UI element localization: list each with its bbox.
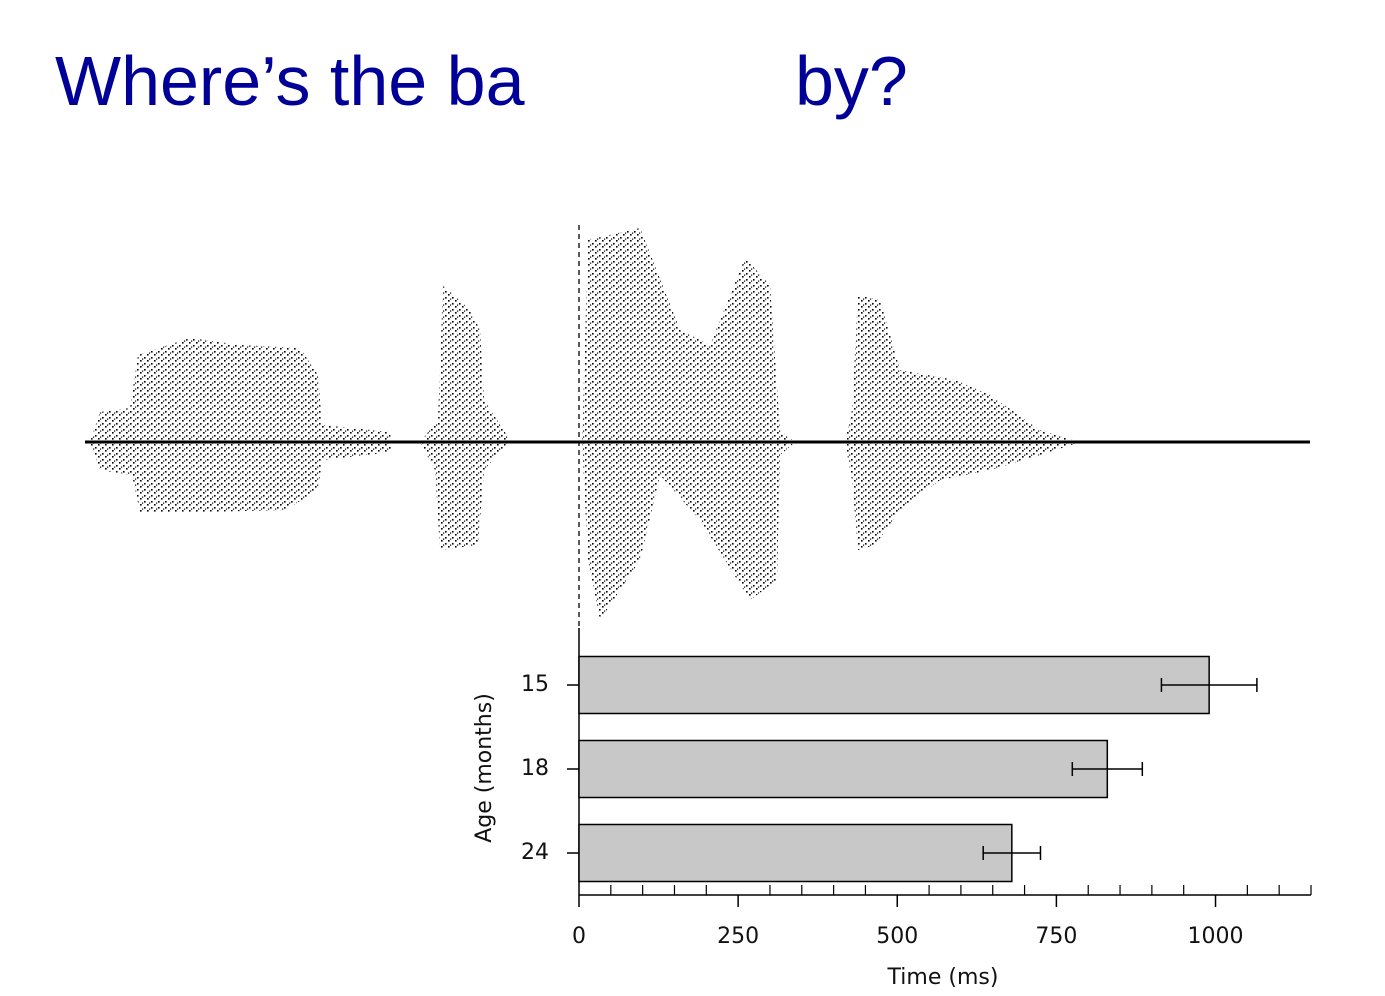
y-axis-label: Age (months) [472,693,497,843]
bar [578,655,1210,715]
x-tick-label: 1000 [1188,924,1244,949]
x-tick-label: 750 [1035,924,1077,949]
x-tick-label: 500 [876,924,918,949]
slide-title-end: by? [795,42,908,120]
waveform [85,225,1310,628]
bar [578,739,1109,799]
waveform-envelope [582,228,795,620]
waveform-envelope [420,285,510,550]
x-tick-label: 250 [717,924,759,949]
waveform-envelope [90,338,392,512]
slide-title-start: Where’s the ba [55,42,525,120]
x-tick-label: 0 [572,924,586,949]
y-tick-label: 18 [521,756,549,781]
waveform-envelope [845,295,1080,550]
y-tick-label: 15 [521,672,549,697]
y-tick-label: 24 [521,840,549,865]
bar [578,823,1013,883]
x-axis-label: Time (ms) [887,965,999,990]
